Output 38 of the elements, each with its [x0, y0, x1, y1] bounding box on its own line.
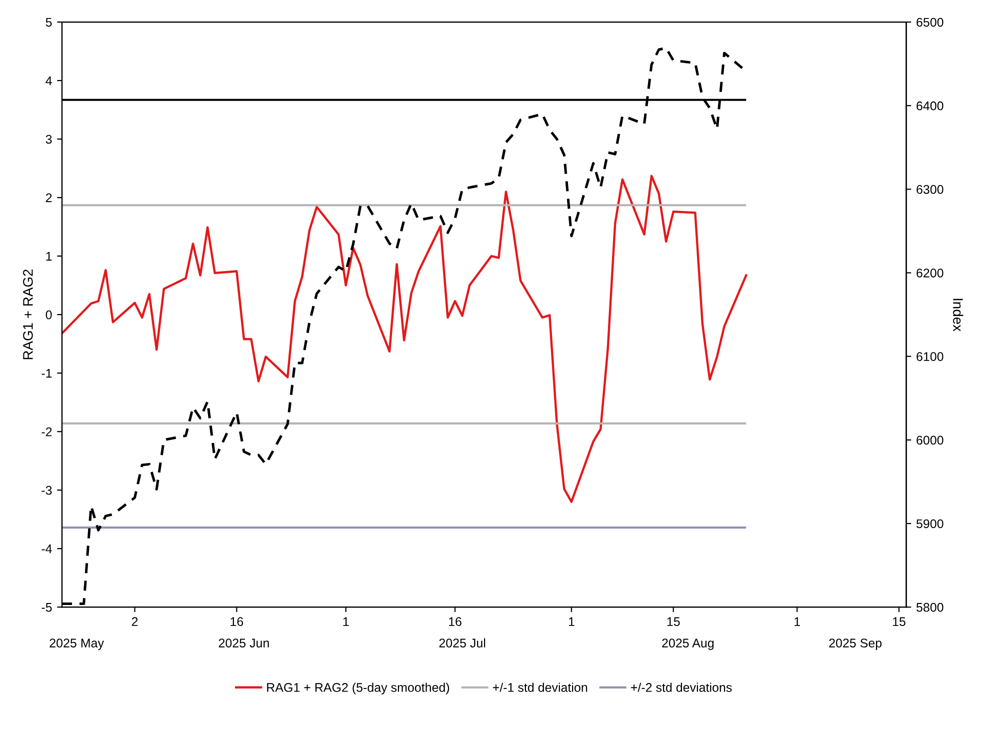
line-series	[62, 174, 748, 503]
x2-tick-label: 2025 Sep	[829, 638, 882, 650]
y-tick-label: -2	[42, 427, 52, 436]
x-tick-label: 16	[230, 617, 244, 626]
x2-tick-label: 2025 May	[50, 638, 104, 650]
legend-label: +/-1 std deviation	[492, 682, 588, 692]
y-tick-label: 4	[46, 76, 52, 86]
y-tick-label: 5	[46, 18, 52, 27]
y2-tick-label: 6100	[916, 352, 944, 362]
legend-label: +/-2 std deviations	[630, 682, 732, 692]
y-tick-label: -3	[42, 486, 52, 495]
y2-tick-label: 6400	[916, 101, 944, 110]
y-axis-title: RAG1 + RAG2	[23, 270, 33, 360]
y2-tick-label: 5900	[916, 519, 944, 528]
x-tick-label: 1	[794, 617, 800, 626]
x-tick-label: 15	[667, 617, 680, 626]
y-tick-label: -1	[42, 369, 52, 378]
x-tick-label: 16	[449, 617, 462, 626]
x2-tick-label: 2025 Jul	[439, 638, 486, 648]
x2-tick-label: 2025 Jun	[218, 638, 269, 648]
y-tick-label: 2	[46, 193, 52, 202]
y-tick-label: -4	[42, 544, 52, 554]
y2-tick-label: 6200	[916, 268, 944, 278]
x-tick-label: 2	[132, 617, 138, 626]
legend-label: RAG1 + RAG2 (5-day smoothed)	[267, 682, 450, 694]
y2-tick-label: 5800	[916, 602, 944, 612]
y2-axis-title: Index	[953, 298, 964, 332]
y-tick-label: 1	[46, 252, 52, 261]
x-tick-label: 1	[568, 617, 574, 626]
y2-tick-label: 6300	[916, 185, 944, 194]
y-tick-label: -5	[42, 603, 52, 612]
x2-tick-label: 2025 Aug	[662, 638, 714, 650]
y2-tick-label: 6500	[916, 18, 944, 27]
y2-tick-label: 6000	[916, 436, 944, 445]
x-tick-label: 1	[343, 617, 349, 626]
y-tick-label: 3	[46, 134, 52, 144]
x-tick-label: 15	[892, 617, 906, 626]
y-tick-label: 0	[46, 310, 52, 320]
